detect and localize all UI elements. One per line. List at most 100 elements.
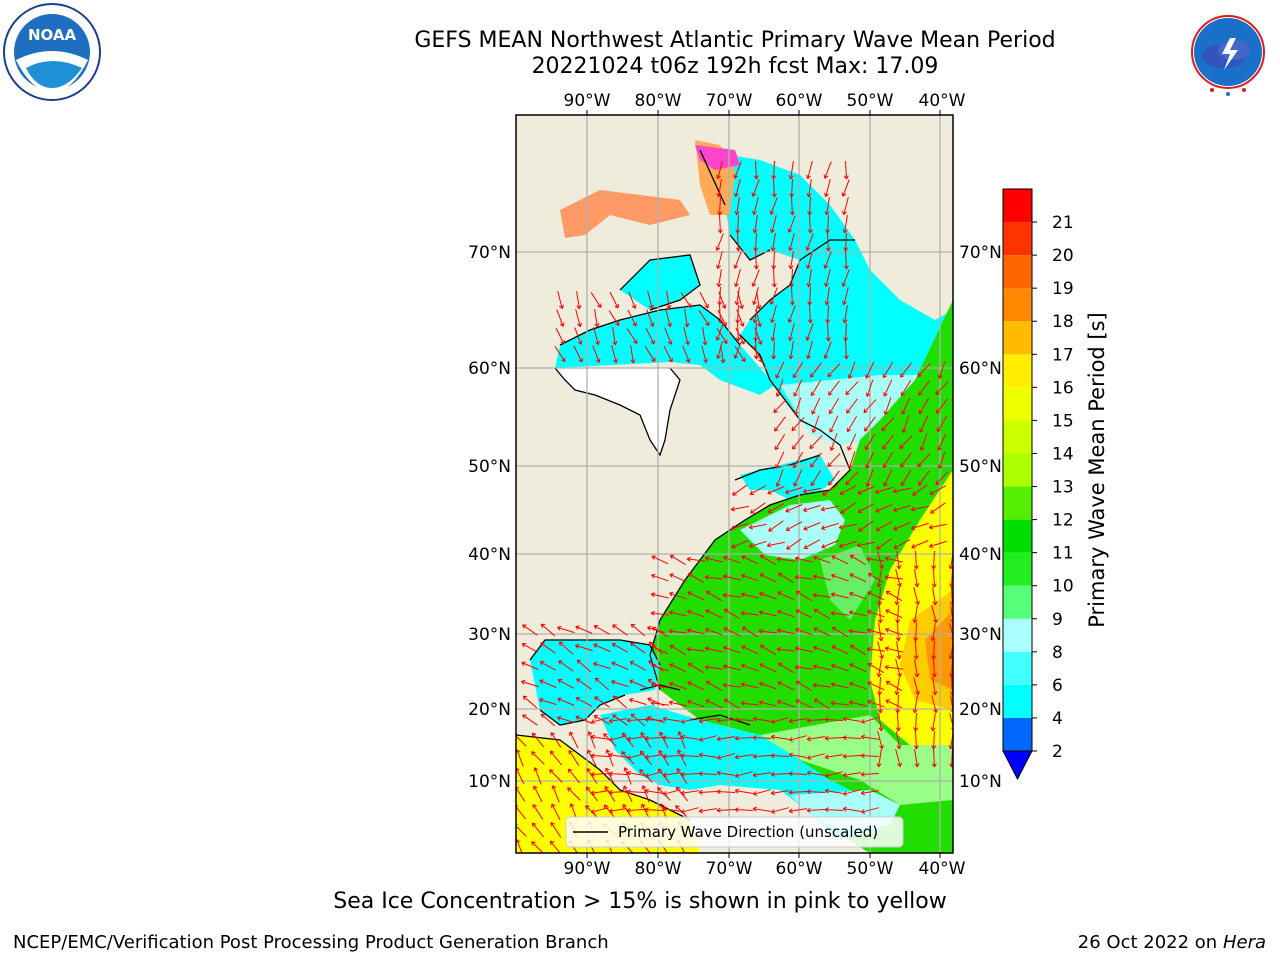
wave-direction-arrow xyxy=(593,661,611,670)
wave-direction-arrow xyxy=(913,587,920,606)
wave-direction-arrow xyxy=(813,627,831,637)
wave-direction-arrow xyxy=(829,433,838,451)
wave-direction-arrow xyxy=(585,805,599,819)
wave-direction-arrow xyxy=(735,327,745,345)
wave-direction-arrow xyxy=(788,771,808,777)
tick-marks xyxy=(586,110,941,858)
wave-direction-arrow xyxy=(771,178,777,198)
wave-direction-arrow xyxy=(827,363,841,378)
wave-direction-arrow xyxy=(824,771,843,778)
wave-direction-arrow xyxy=(930,623,936,642)
wave-direction-arrow xyxy=(771,268,777,288)
wave-direction-arrow xyxy=(687,572,704,584)
wave-direction-arrow xyxy=(612,695,628,709)
lat-label-right-20n: 20°N xyxy=(959,700,1002,720)
wave-direction-arrow xyxy=(741,645,759,655)
wave-direction-arrow xyxy=(741,626,758,638)
wave-direction-arrow xyxy=(767,486,785,495)
wave-direction-arrow xyxy=(716,179,722,198)
colorbar-segment xyxy=(1003,255,1032,289)
wave-direction-arrow xyxy=(821,522,839,531)
wave-direction-arrow xyxy=(753,160,759,180)
wave-direction-arrow xyxy=(752,215,758,234)
wave-direction-arrow xyxy=(734,179,741,198)
map-frame xyxy=(515,114,954,854)
wave-direction-arrow xyxy=(718,291,727,309)
wave-direction-arrow xyxy=(848,700,867,707)
wave-direction-arrow xyxy=(608,310,620,326)
wave-direction-arrow xyxy=(911,540,929,549)
wave-direction-arrow xyxy=(827,453,841,468)
lon-label-bottom-60w: 60°W xyxy=(776,859,823,879)
wave-direction-arrow xyxy=(716,161,723,180)
wave-direction-arrow xyxy=(788,251,794,270)
wave-direction-arrow xyxy=(777,572,794,584)
hudson-bay-water xyxy=(555,305,775,395)
wave-direction-arrow xyxy=(605,767,615,785)
wave-direction-arrow xyxy=(930,502,946,514)
wave-direction-arrow xyxy=(593,327,600,346)
wave-direction-arrow xyxy=(774,434,786,451)
wave-direction-arrow xyxy=(788,752,807,758)
wave-direction-arrow xyxy=(611,679,629,688)
wave-direction-arrow xyxy=(807,286,813,306)
wave-direction-arrow xyxy=(662,716,681,722)
wave-direction-arrow xyxy=(775,379,784,397)
wave-direction-arrow xyxy=(752,789,771,796)
wave-direction-arrow xyxy=(767,503,785,514)
wave-direction-arrow xyxy=(664,327,673,345)
lat-label-left-20n: 20°N xyxy=(468,700,511,720)
lat-label-right-40n: 40°N xyxy=(959,545,1002,565)
wave-direction-arrow xyxy=(669,663,687,673)
wave-direction-arrow xyxy=(793,469,803,487)
lat-label-left-50n: 50°N xyxy=(468,457,511,477)
wave-direction-arrow xyxy=(912,484,928,496)
wave-direction-arrow xyxy=(846,416,858,433)
wave-direction-arrow xyxy=(913,730,919,750)
wave-direction-arrow xyxy=(858,520,874,532)
wave-direction-arrow xyxy=(775,451,785,469)
wave-direction-arrow xyxy=(789,196,795,216)
chart-title: GEFS MEAN Northwest Atlantic Primary Wav… xyxy=(414,28,1056,53)
wave-direction-arrow xyxy=(806,736,825,742)
sea-ice-note: Sea Ice Concentration > 15% is shown in … xyxy=(333,889,947,914)
wave-direction-arrow xyxy=(831,645,849,655)
wave-direction-arrow xyxy=(839,540,857,549)
wave-direction-arrow xyxy=(722,592,741,598)
lon-label-top-90w: 90°W xyxy=(564,91,611,111)
wave-direction-arrow xyxy=(735,214,741,234)
lon-label-top-40w: 40°W xyxy=(919,91,966,111)
wave-direction-arrow xyxy=(749,540,767,549)
wave-direction-arrow xyxy=(842,735,862,741)
wave-direction-arrow xyxy=(795,627,813,636)
colorbar-tick-label: 10 xyxy=(1052,577,1074,597)
wave-direction-arrow xyxy=(531,822,545,838)
wave-direction-arrow xyxy=(788,323,795,342)
wave-direction-arrow xyxy=(803,504,821,513)
lat-label-right-10n: 10°N xyxy=(959,772,1002,792)
wave-direction-arrow xyxy=(866,556,885,562)
wave-direction-arrow xyxy=(723,555,741,564)
wave-direction-arrow xyxy=(603,733,617,747)
wave-direction-arrow xyxy=(590,734,609,740)
wave-direction-arrow xyxy=(863,399,877,414)
wave-direction-arrow xyxy=(792,362,804,379)
wave-direction-arrow xyxy=(716,770,735,776)
wave-direction-arrow xyxy=(771,340,777,360)
wave-direction-arrow xyxy=(623,785,633,803)
colorbar-tick-label: 6 xyxy=(1052,676,1063,696)
wave-direction-arrow xyxy=(647,678,665,689)
wave-direction-arrow xyxy=(830,682,849,689)
wave-direction-arrow xyxy=(684,309,690,328)
wave-direction-arrow xyxy=(806,269,812,288)
wave-direction-arrow xyxy=(722,682,741,688)
wave-direction-arrow xyxy=(805,323,814,341)
wave-direction-arrow xyxy=(929,540,947,549)
wave-direction-arrow xyxy=(849,644,866,656)
wave-direction-arrow xyxy=(884,664,903,670)
wave-direction-arrow xyxy=(531,732,545,748)
wave-direction-arrow xyxy=(896,641,902,660)
wave-direction-arrow xyxy=(687,662,704,674)
wave-direction-arrow xyxy=(751,269,760,287)
arctic-channel-water xyxy=(620,255,700,310)
